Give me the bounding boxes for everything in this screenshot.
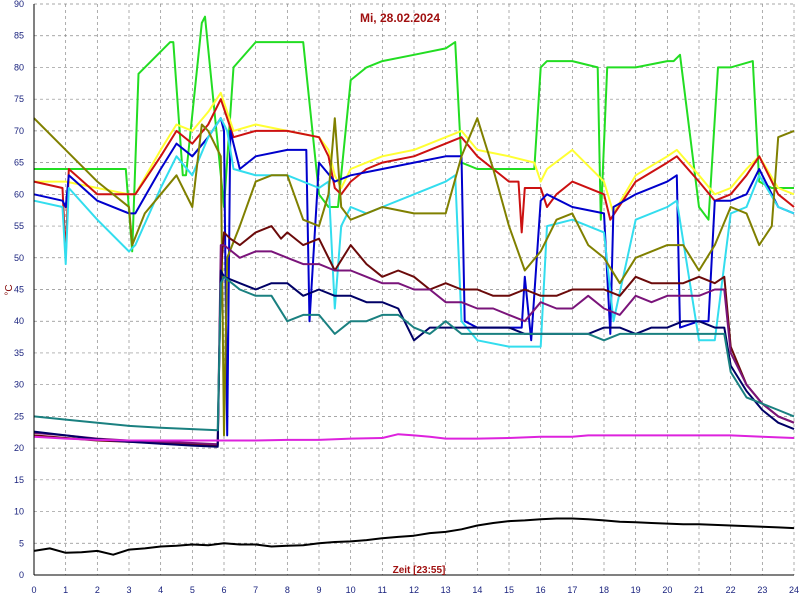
x-tick-label: 20	[662, 585, 672, 595]
y-tick-label: 5	[19, 538, 24, 548]
series-line-11	[33, 433, 795, 442]
x-tick-label: 18	[599, 585, 609, 595]
series-line-3	[33, 98, 795, 259]
y-tick-label: 45	[14, 285, 24, 295]
x-tick-label: 4	[158, 585, 163, 595]
y-tick-label: 30	[14, 380, 24, 390]
x-tick-label: 8	[285, 585, 290, 595]
series-line-10	[33, 275, 795, 432]
series-line-1	[34, 15, 794, 253]
x-tick-label: 23	[757, 585, 767, 595]
series-line-6	[33, 117, 795, 437]
series-line-8	[33, 244, 795, 446]
series-line-7	[33, 225, 795, 447]
y-tick-label: 15	[14, 475, 24, 485]
series-line-12	[33, 517, 795, 556]
x-tick-label: 22	[726, 585, 736, 595]
x-tick-label: 19	[631, 585, 641, 595]
y-tick-label: 65	[14, 158, 24, 168]
x-tick-label: 3	[126, 585, 131, 595]
x-tick-label: 7	[253, 585, 258, 595]
y-tick-label: 40	[14, 316, 24, 326]
x-tick-label: 21	[694, 585, 704, 595]
x-tick-label: 24	[789, 585, 799, 595]
y-tick-label: 75	[14, 94, 24, 104]
series-line-4	[33, 117, 795, 437]
series-group	[33, 15, 795, 556]
chart-title: Mi, 28.02.2024	[360, 11, 440, 25]
x-tick-label: 10	[346, 585, 356, 595]
y-tick-label: 80	[14, 62, 24, 72]
x-tick-label: 13	[441, 585, 451, 595]
x-axis-label: Zeit [23:55]	[393, 565, 446, 576]
y-tick-label: 90	[14, 0, 24, 9]
x-tick-label: 1	[63, 585, 68, 595]
y-axis-label: °C	[4, 284, 15, 295]
x-tick-label: 16	[536, 585, 546, 595]
y-tick-label: 35	[14, 348, 24, 358]
series-line-2	[34, 91, 795, 215]
y-tick-label: 25	[14, 411, 24, 421]
x-tick-label: 5	[190, 585, 195, 595]
y-tick-label: 70	[14, 126, 24, 136]
x-tick-label: 17	[567, 585, 577, 595]
x-tick-label: 15	[504, 585, 514, 595]
x-tick-label: 2	[95, 585, 100, 595]
y-tick-label: 0	[19, 570, 24, 580]
y-tick-label: 60	[14, 189, 24, 199]
y-tick-label: 10	[14, 507, 24, 517]
x-tick-label: 11	[378, 585, 387, 595]
x-tick-label: 14	[472, 585, 482, 595]
axes	[33, 4, 794, 576]
x-tick-label: 9	[316, 585, 321, 595]
x-tick-label: 12	[409, 585, 419, 595]
y-tick-label: 85	[14, 31, 24, 41]
y-tick-label: 20	[14, 443, 24, 453]
y-tick-label: 55	[14, 221, 24, 231]
x-tick-label: 6	[221, 585, 226, 595]
x-tick-label: 0	[31, 585, 36, 595]
y-tick-label: 50	[14, 253, 24, 263]
